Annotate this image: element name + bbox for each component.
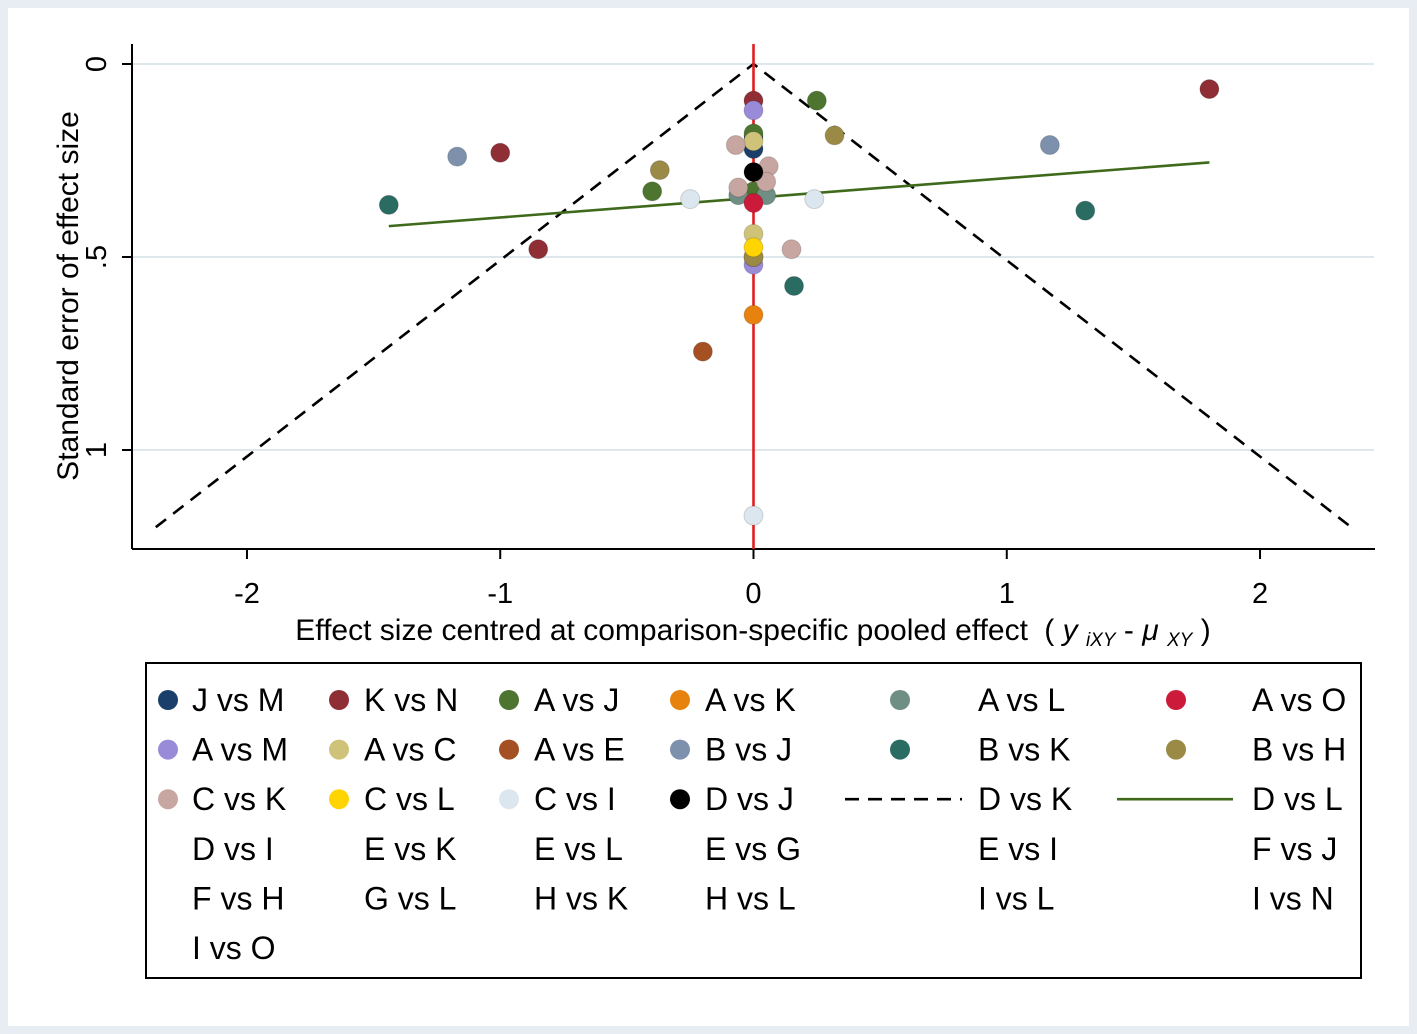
- data-point: [743, 162, 764, 183]
- data-point: [725, 135, 746, 156]
- small-study-regression-line: [388, 161, 1210, 228]
- legend-marker: [670, 789, 690, 810]
- legend-label: D vs L: [1252, 781, 1343, 817]
- legend-marker: [670, 739, 690, 760]
- data-point: [528, 239, 549, 260]
- legend-label: A vs L: [978, 682, 1065, 718]
- x-tick-label: 0: [745, 578, 761, 610]
- data-point: [743, 505, 764, 526]
- legend-marker: [890, 690, 910, 710]
- data-point: [784, 275, 805, 296]
- legend-label: E vs K: [364, 831, 456, 867]
- legend-marker: [158, 789, 178, 810]
- x-axis-title: Effect size centred at comparison-specif…: [295, 614, 1210, 653]
- legend-marker: [329, 739, 349, 760]
- legend-label: A vs C: [364, 732, 456, 768]
- legend-marker: [1166, 690, 1186, 710]
- data-point: [642, 181, 663, 202]
- legend-marker: [158, 739, 178, 760]
- legend-label: D vs J: [705, 781, 794, 817]
- data-point: [692, 341, 713, 362]
- legend-label: F vs J: [1252, 831, 1337, 867]
- data-points: [378, 79, 1220, 526]
- data-point: [824, 125, 845, 146]
- legend-label: H vs L: [705, 880, 796, 916]
- legend-label: C vs I: [534, 781, 616, 817]
- data-point: [1199, 79, 1220, 100]
- legend-label: B vs H: [1252, 732, 1346, 768]
- data-point: [806, 90, 827, 111]
- legend-label: A vs O: [1252, 682, 1346, 718]
- legend-marker: [499, 739, 519, 760]
- data-point: [743, 237, 764, 258]
- legend-label: I vs L: [978, 880, 1054, 916]
- data-point: [490, 142, 511, 163]
- legend-label: B vs K: [978, 732, 1070, 768]
- legend-label: A vs E: [534, 732, 625, 768]
- legend-label: A vs J: [534, 682, 619, 718]
- legend-marker: [499, 690, 519, 710]
- legend-marker: [329, 789, 349, 810]
- legend-label: C vs K: [192, 781, 286, 817]
- data-point: [649, 160, 670, 181]
- legend-label: E vs G: [705, 831, 801, 867]
- legend-label: D vs K: [978, 781, 1072, 817]
- legend: J vs M K vs N A vs J A vs K A vs L A vs O A vs…: [158, 682, 1346, 966]
- legend-marker: [499, 789, 519, 810]
- x-axis-title-y-symbol: y: [1061, 614, 1080, 647]
- legend-marker: [158, 690, 178, 710]
- data-point: [680, 189, 701, 210]
- data-point: [743, 131, 764, 152]
- legend-label: I vs O: [192, 930, 276, 966]
- x-tick-label: -1: [487, 578, 513, 610]
- data-point: [743, 304, 764, 325]
- legend-label: D vs I: [192, 831, 274, 867]
- y-tick-label: 0: [81, 56, 113, 72]
- x-axis-title-open-paren: (: [1044, 614, 1054, 647]
- legend-marker: [329, 690, 349, 710]
- x-axis-title-close-paren: ): [1201, 614, 1211, 647]
- data-point: [1039, 135, 1060, 156]
- data-point: [781, 239, 802, 260]
- data-point: [728, 177, 749, 198]
- data-point: [378, 194, 399, 215]
- legend-label: I vs N: [1252, 880, 1334, 916]
- legend-marker: [1166, 739, 1186, 760]
- x-axis-title-y-subscript: iXY: [1086, 630, 1117, 651]
- legend-label: A vs M: [192, 732, 288, 768]
- legend-label: J vs M: [192, 682, 284, 718]
- x-tick-label: 1: [999, 578, 1015, 610]
- data-point: [743, 100, 764, 121]
- data-point: [804, 189, 825, 210]
- legend-marker: [890, 739, 910, 760]
- legend-label: E vs L: [534, 831, 623, 867]
- data-point: [447, 146, 468, 167]
- legend-label: F vs H: [192, 880, 284, 916]
- legend-label: G vs L: [364, 880, 456, 916]
- y-tick-label: 1: [81, 442, 113, 458]
- legend-label: B vs J: [705, 732, 792, 768]
- tick-labels: 0 .5 1 -2 -1 0 1 2: [81, 56, 1268, 610]
- x-tick-label: 2: [1252, 578, 1268, 610]
- x-tick-label: -2: [234, 578, 260, 610]
- legend-box: [145, 662, 1362, 979]
- legend-label: E vs I: [978, 831, 1058, 867]
- legend-label: C vs L: [364, 781, 455, 817]
- data-point: [743, 192, 764, 213]
- legend-marker: [670, 690, 690, 710]
- x-axis-title-mu-symbol: μ: [1141, 614, 1158, 647]
- x-axis-title-dash: -: [1124, 614, 1134, 647]
- x-axis-title-mu-subscript: XY: [1166, 630, 1194, 651]
- legend-label: K vs N: [364, 682, 458, 718]
- y-tick-label: .5: [81, 245, 113, 269]
- legend-label: H vs K: [534, 880, 628, 916]
- y-axis-title: Standard error of effect size: [52, 111, 85, 481]
- legend-label: A vs K: [705, 682, 796, 718]
- data-point: [1075, 200, 1096, 221]
- x-axis-title-text: Effect size centred at comparison-specif…: [295, 614, 1028, 647]
